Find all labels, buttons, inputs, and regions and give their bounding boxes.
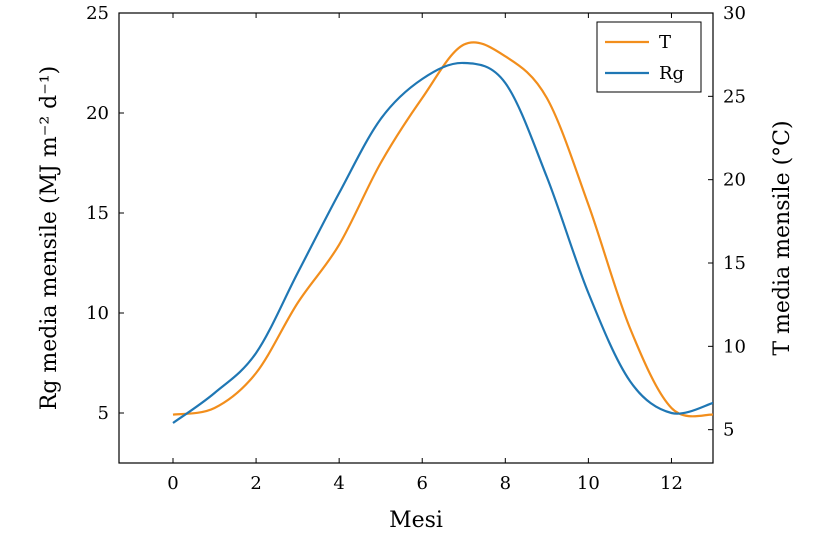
series-line-t: [172, 41, 713, 418]
x-tick-label: 0: [167, 473, 178, 494]
y-right-tick-label: 30: [723, 3, 746, 24]
y-right-tick-label: 20: [723, 170, 746, 191]
plot-frame: [118, 12, 714, 464]
x-axis-title: Mesi: [389, 508, 443, 533]
y-left-tick-label: 25: [86, 3, 109, 24]
legend: T Rg: [596, 21, 702, 93]
axes-group: 0 2 4 6 8 10 12 5 10 15 20 25 5 10 15 20 25 30 Mesi Rg medi…: [37, 3, 795, 533]
y-right-tick-label: 25: [723, 86, 746, 107]
x-tick-label: 2: [250, 473, 261, 494]
series-group: [172, 41, 713, 424]
x-tick-label: 12: [660, 473, 683, 494]
legend-label-rg: Rg: [659, 63, 684, 84]
x-tick-label: 8: [500, 473, 511, 494]
y-left-tick-label: 15: [86, 203, 109, 224]
legend-box: [596, 21, 702, 93]
x-tick-label: 4: [333, 473, 344, 494]
legend-label-t: T: [659, 32, 671, 53]
series-line-rg: [172, 61, 713, 424]
y-right-axis-title: T media mensile (°C): [770, 120, 795, 355]
y-left-tick-label: 20: [86, 103, 109, 124]
x-tick-label: 6: [417, 473, 428, 494]
y-left-axis-title: Rg media mensile (MJ m⁻² d⁻¹): [37, 66, 62, 410]
y-right-tick-label: 5: [723, 420, 734, 441]
y-left-tick-label: 5: [98, 403, 109, 424]
series-clip-group: [172, 41, 713, 424]
plot-area: [118, 12, 714, 464]
y-right-tick-label: 15: [723, 253, 746, 274]
y-left-tick-label: 10: [86, 303, 109, 324]
y-right-tick-label: 10: [723, 336, 746, 357]
x-tick-label: 10: [577, 473, 600, 494]
